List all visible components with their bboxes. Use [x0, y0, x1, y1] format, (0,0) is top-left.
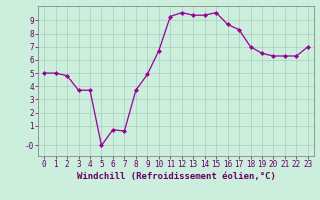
- X-axis label: Windchill (Refroidissement éolien,°C): Windchill (Refroidissement éolien,°C): [76, 172, 276, 181]
